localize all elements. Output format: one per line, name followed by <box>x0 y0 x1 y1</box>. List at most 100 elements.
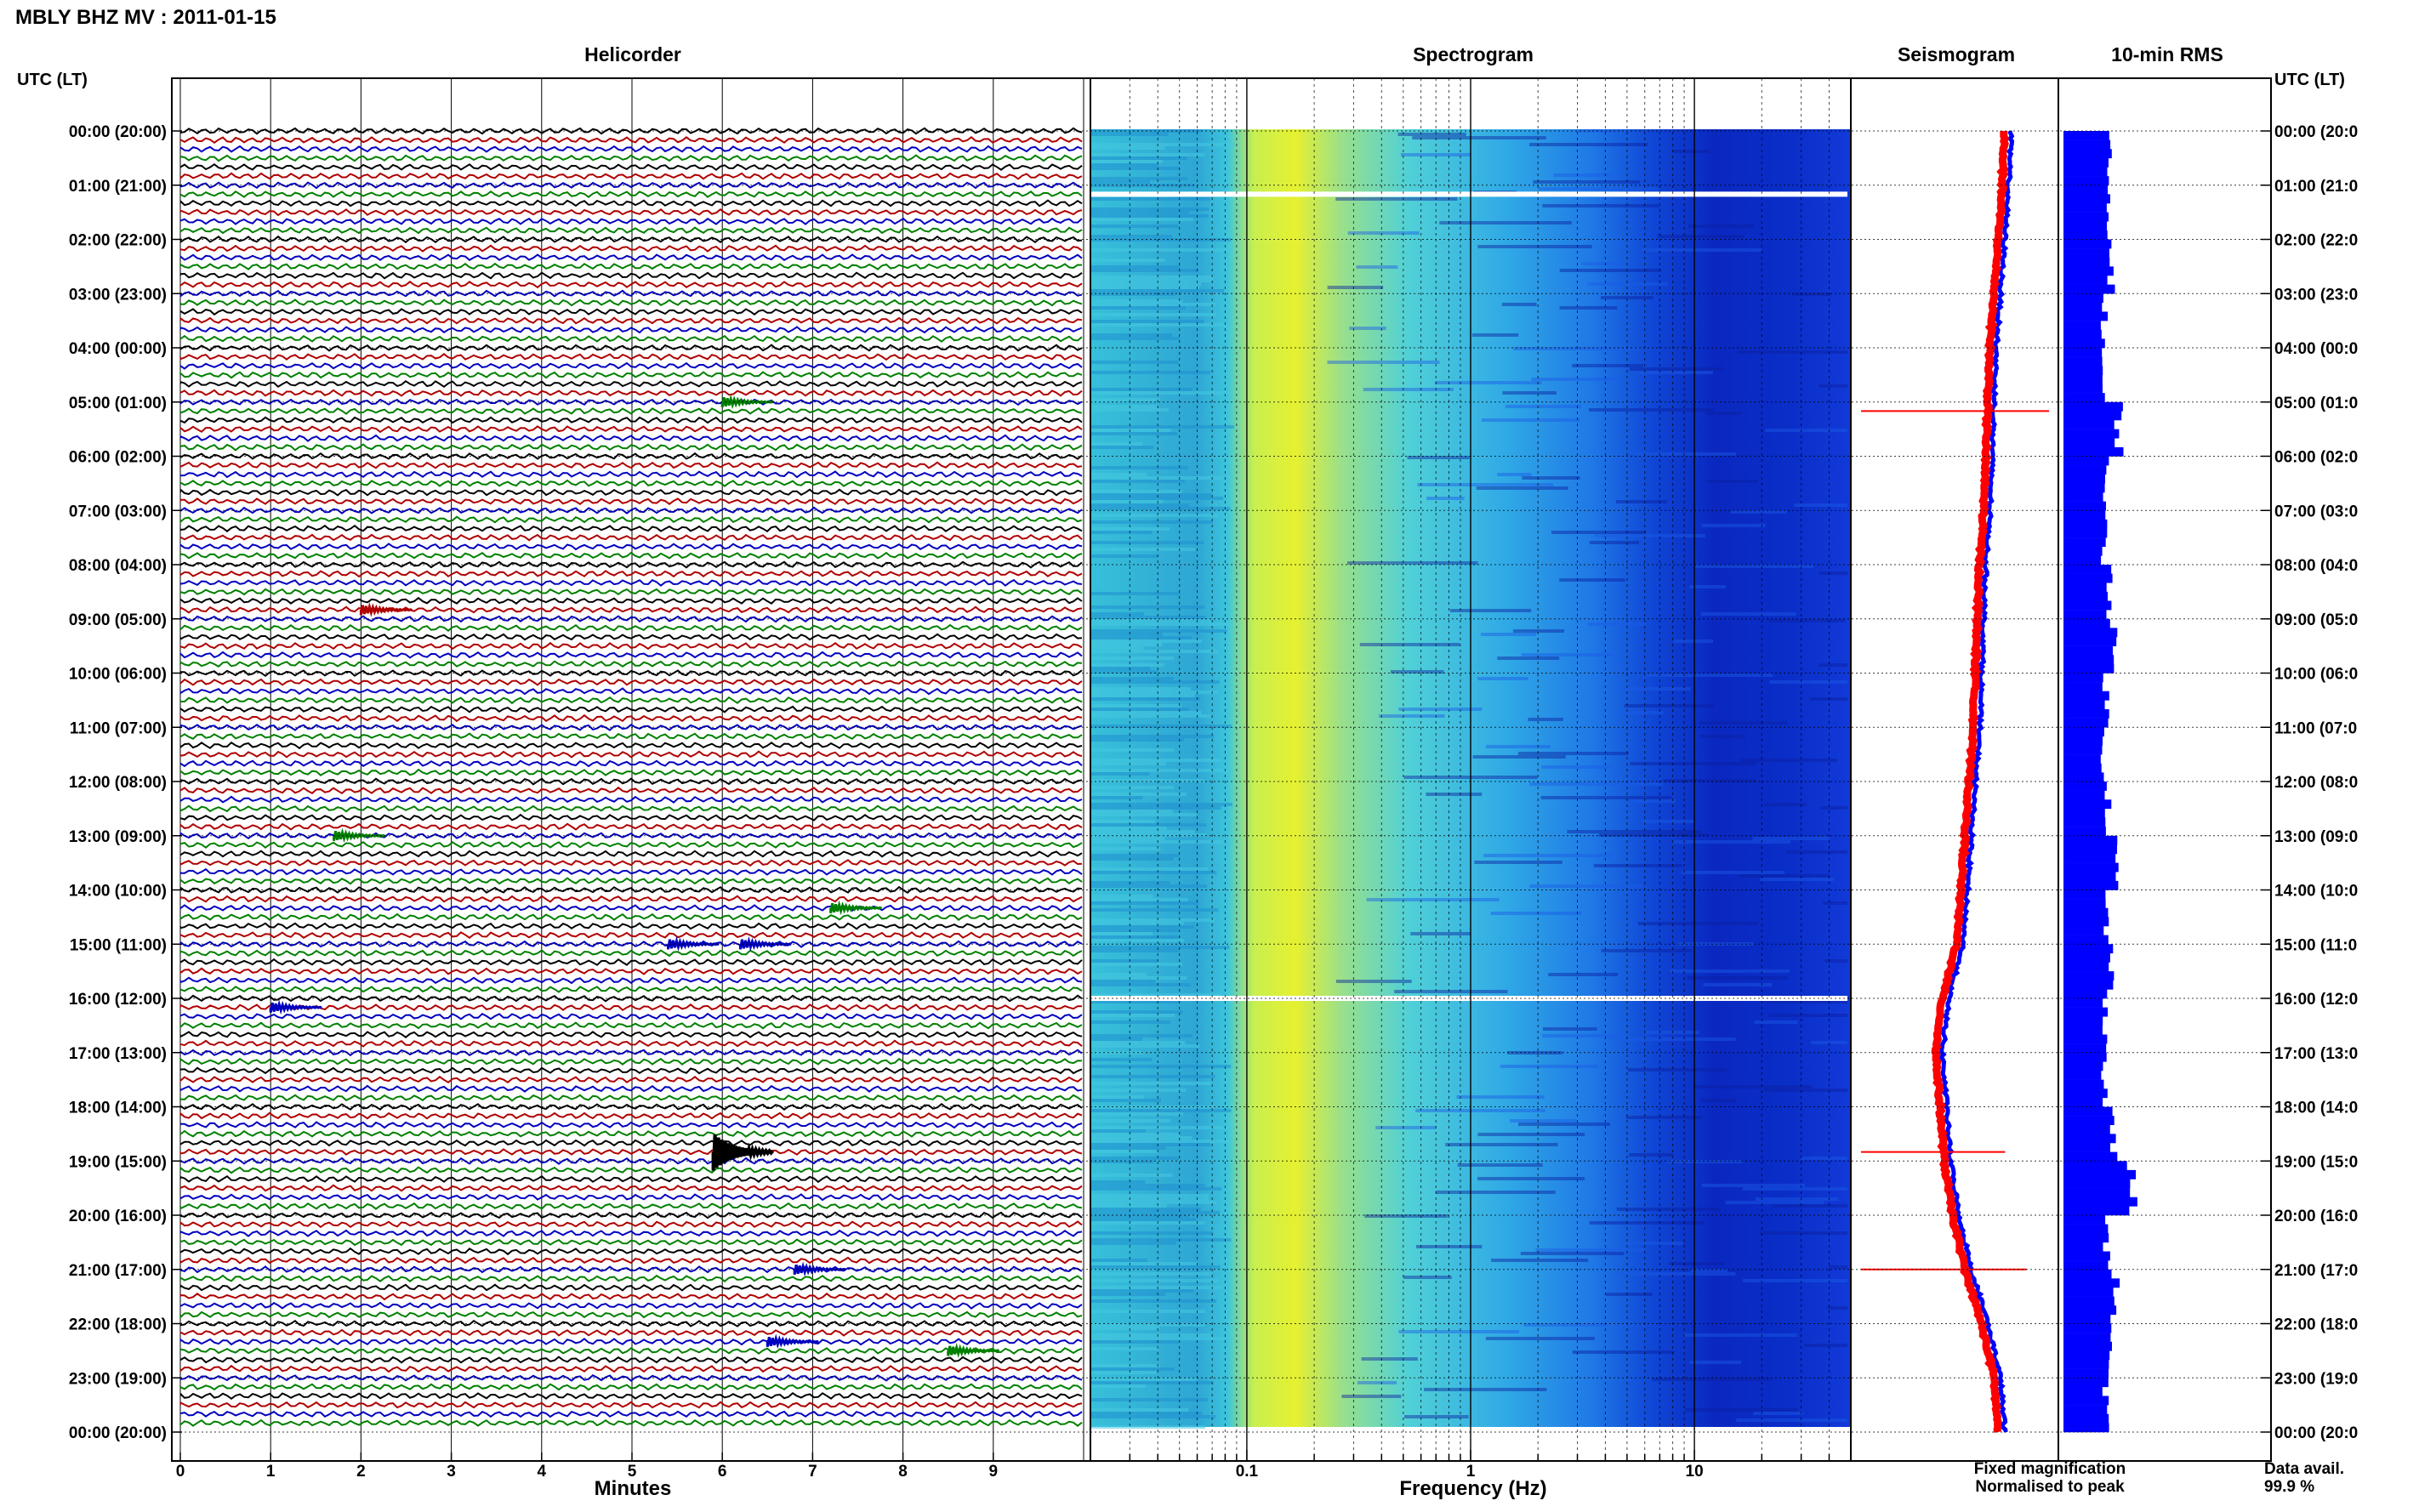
hour-label: 23:00 (19:00) <box>69 1370 167 1388</box>
helicorder-trace <box>180 1410 1083 1418</box>
helicorder-event <box>766 1333 819 1350</box>
rms-bar <box>2063 1215 2106 1225</box>
helicorder-trace <box>180 308 1083 316</box>
spectrogram-cell <box>1090 650 1219 653</box>
spectrogram-cell <box>1090 1095 1144 1099</box>
spectrogram-cell <box>1792 293 1831 296</box>
spectrogram-cell <box>1090 1208 1201 1211</box>
helicorder-trace <box>180 570 1083 578</box>
rms-bar <box>2063 1314 2111 1324</box>
spectrogram-cell <box>1589 541 1640 544</box>
spectrogram-cell <box>1090 643 1162 646</box>
right-axis-title: UTC (LT) <box>2274 71 2345 89</box>
hour-label-right: 12:00 (08:0 <box>2274 774 2358 792</box>
rms-bar <box>2063 1423 2109 1433</box>
helicorder-trace <box>180 199 1083 207</box>
rms-bar <box>2063 600 2112 611</box>
spectrogram-cell <box>1620 1242 1683 1245</box>
spectrogram-cell <box>1533 180 1640 184</box>
hour-label-right: 05:00 (01:0 <box>2274 395 2358 412</box>
spectrogram-cell <box>1090 667 1151 670</box>
spectrogram-cell <box>1090 554 1159 558</box>
rms-bar <box>2063 808 2105 818</box>
spectrogram-cell <box>1424 1388 1547 1391</box>
data-avail-value: 99.9 % <box>2264 1478 2314 1496</box>
spectrogram-cell <box>1090 1378 1197 1381</box>
rms-bar <box>2063 854 2116 863</box>
spectrogram-cell <box>1090 282 1202 286</box>
spectrogram-cell <box>1090 490 1182 493</box>
helicorder-trace <box>180 713 1083 723</box>
spectrogram-cell <box>1335 980 1412 983</box>
helicorder-trace <box>180 1346 1083 1355</box>
rms-bars <box>2063 131 2137 1433</box>
helicorder-trace <box>180 1111 1083 1120</box>
spectrogram-cell <box>1090 476 1224 480</box>
helicorder-trace <box>180 832 1083 840</box>
spectrogram-cell <box>1090 830 1195 833</box>
rms-bar <box>2063 1089 2108 1099</box>
hour-labels-left: 00:00 (20:00) 01:00 (21:00) 02:00 (22:00) 0… <box>69 123 167 1442</box>
left-axis-title: UTC (LT) <box>17 71 88 89</box>
rms-bar <box>2063 401 2123 412</box>
hour-label-right: 06:00 (02:0 <box>2274 449 2358 467</box>
spectrogram-cell <box>1090 1119 1171 1123</box>
rms-bar <box>2063 1179 2131 1189</box>
spectrogram-cell <box>1502 391 1557 395</box>
helicorder-event <box>829 900 883 916</box>
spectrogram-cell <box>1672 150 1710 153</box>
spectrogram-cell <box>1667 1160 1743 1163</box>
hour-label-right: 20:00 (16:0 <box>2274 1208 2358 1225</box>
spectrogram-cell <box>1540 765 1610 769</box>
rms-bar <box>2063 456 2109 466</box>
helicorder-trace <box>180 434 1083 442</box>
helicorder-trace <box>180 154 1083 162</box>
rms-bar <box>2063 1151 2118 1162</box>
helicorder-trace <box>180 813 1083 822</box>
spectrogram-cell <box>1090 820 1156 823</box>
spectrogram-cell <box>1769 680 1847 684</box>
minute-tick-label: 8 <box>898 1463 908 1481</box>
helicorder-trace <box>180 1364 1083 1373</box>
spectrogram-cell <box>1480 633 1537 636</box>
rms-bar <box>2063 203 2107 213</box>
legend-normalised-to-peak: Normalised to peak <box>1975 1478 2125 1496</box>
hour-labels-right: 00:00 (20:0 01:00 (21:0 02:00 (22:0 03:00 (… <box>2274 123 2358 1442</box>
spectrogram-cell <box>1559 578 1625 582</box>
spectrogram-cell <box>1090 1197 1209 1201</box>
rms-bar <box>2063 1071 2102 1080</box>
spectrogram-cell <box>1327 361 1440 364</box>
rms-bar <box>2063 555 2102 566</box>
rms-bar <box>2063 1278 2120 1288</box>
spectrogram-cell <box>1090 323 1228 327</box>
spectrogram-cell <box>1090 1157 1180 1160</box>
spectrogram-cell <box>1349 327 1386 330</box>
spectrogram-cell <box>1090 810 1173 813</box>
helicorder-trace <box>180 1391 1083 1401</box>
spectrogram-cell <box>1705 412 1742 415</box>
spectrogram-cell <box>1090 1214 1189 1218</box>
rms-bar <box>2063 546 2103 556</box>
rms-bar <box>2063 194 2110 204</box>
spectrogram-title: Spectrogram <box>1413 43 1534 65</box>
helicorder-trace <box>180 1220 1083 1229</box>
spectrogram-cell <box>1477 1133 1585 1136</box>
spectrogram-cell <box>1090 473 1147 476</box>
spectrogram-cell <box>1090 1337 1226 1340</box>
spectrogram-cell <box>1090 769 1232 772</box>
spectrogram-cell <box>1605 1293 1653 1296</box>
spectrogram-cell <box>1819 384 1847 388</box>
helicorder-trace <box>180 940 1083 948</box>
spectrogram-cell <box>1090 1262 1198 1265</box>
spectrogram-cell <box>1738 350 1847 354</box>
rms-bar <box>2063 944 2114 954</box>
spectrogram-cell <box>1477 1177 1585 1180</box>
spectrogram-cell <box>1090 827 1167 830</box>
spectrogram-cell <box>1090 711 1202 714</box>
spectrogram-cell <box>1363 388 1454 391</box>
rms-bar <box>2063 1206 2130 1216</box>
spectrogram-cell <box>1090 163 1159 167</box>
spectrogram-cell <box>1090 286 1200 289</box>
rms-bar <box>2063 1405 2108 1415</box>
spectrogram-cell <box>1090 704 1182 708</box>
